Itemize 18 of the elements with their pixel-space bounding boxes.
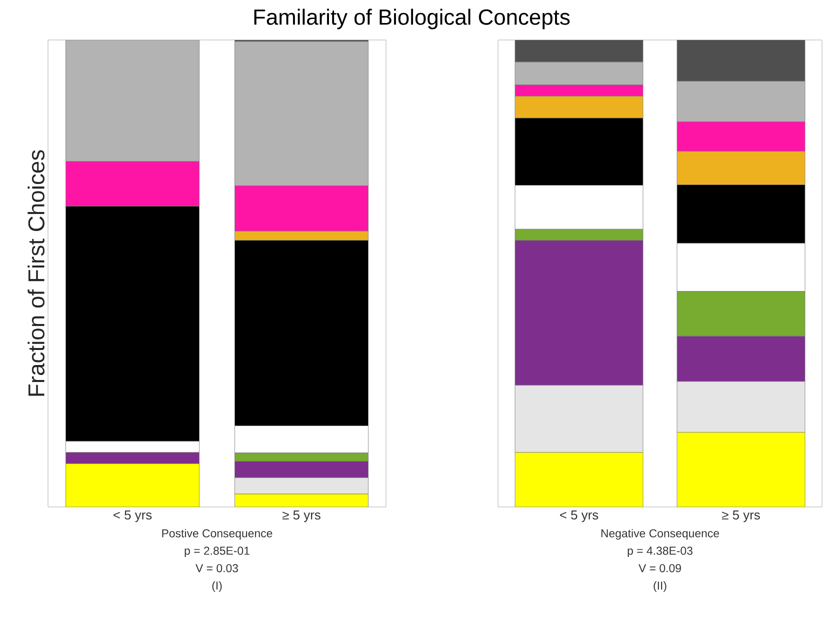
bar [514, 452, 644, 507]
text: (II) [654, 581, 666, 592]
text: V = 0.03 [196, 564, 238, 572]
x-tick-label: < 5 yrs [114, 510, 152, 522]
x-tick-label: ≥ 5 yrs [282, 510, 320, 522]
text: (I) [212, 581, 222, 592]
x-tick-label: < 5 yrs [560, 510, 598, 522]
text: p = 4.38E-03 [628, 546, 692, 558]
bar [514, 40, 644, 62]
chart-title: Familarity of Biological Concepts [254, 8, 570, 30]
bar [676, 40, 806, 82]
y-axis-title: Fraction of First Choices [28, 150, 44, 396]
bar [676, 432, 806, 507]
x-axis-title: Postive Consequence [162, 528, 272, 540]
text: p = 2.85E-01 [184, 546, 250, 558]
x-tick-label: ≥ 5 yrs [722, 510, 760, 522]
x-axis-title: Negative Consequence [601, 528, 720, 540]
text: V = 0.09 [638, 564, 681, 572]
